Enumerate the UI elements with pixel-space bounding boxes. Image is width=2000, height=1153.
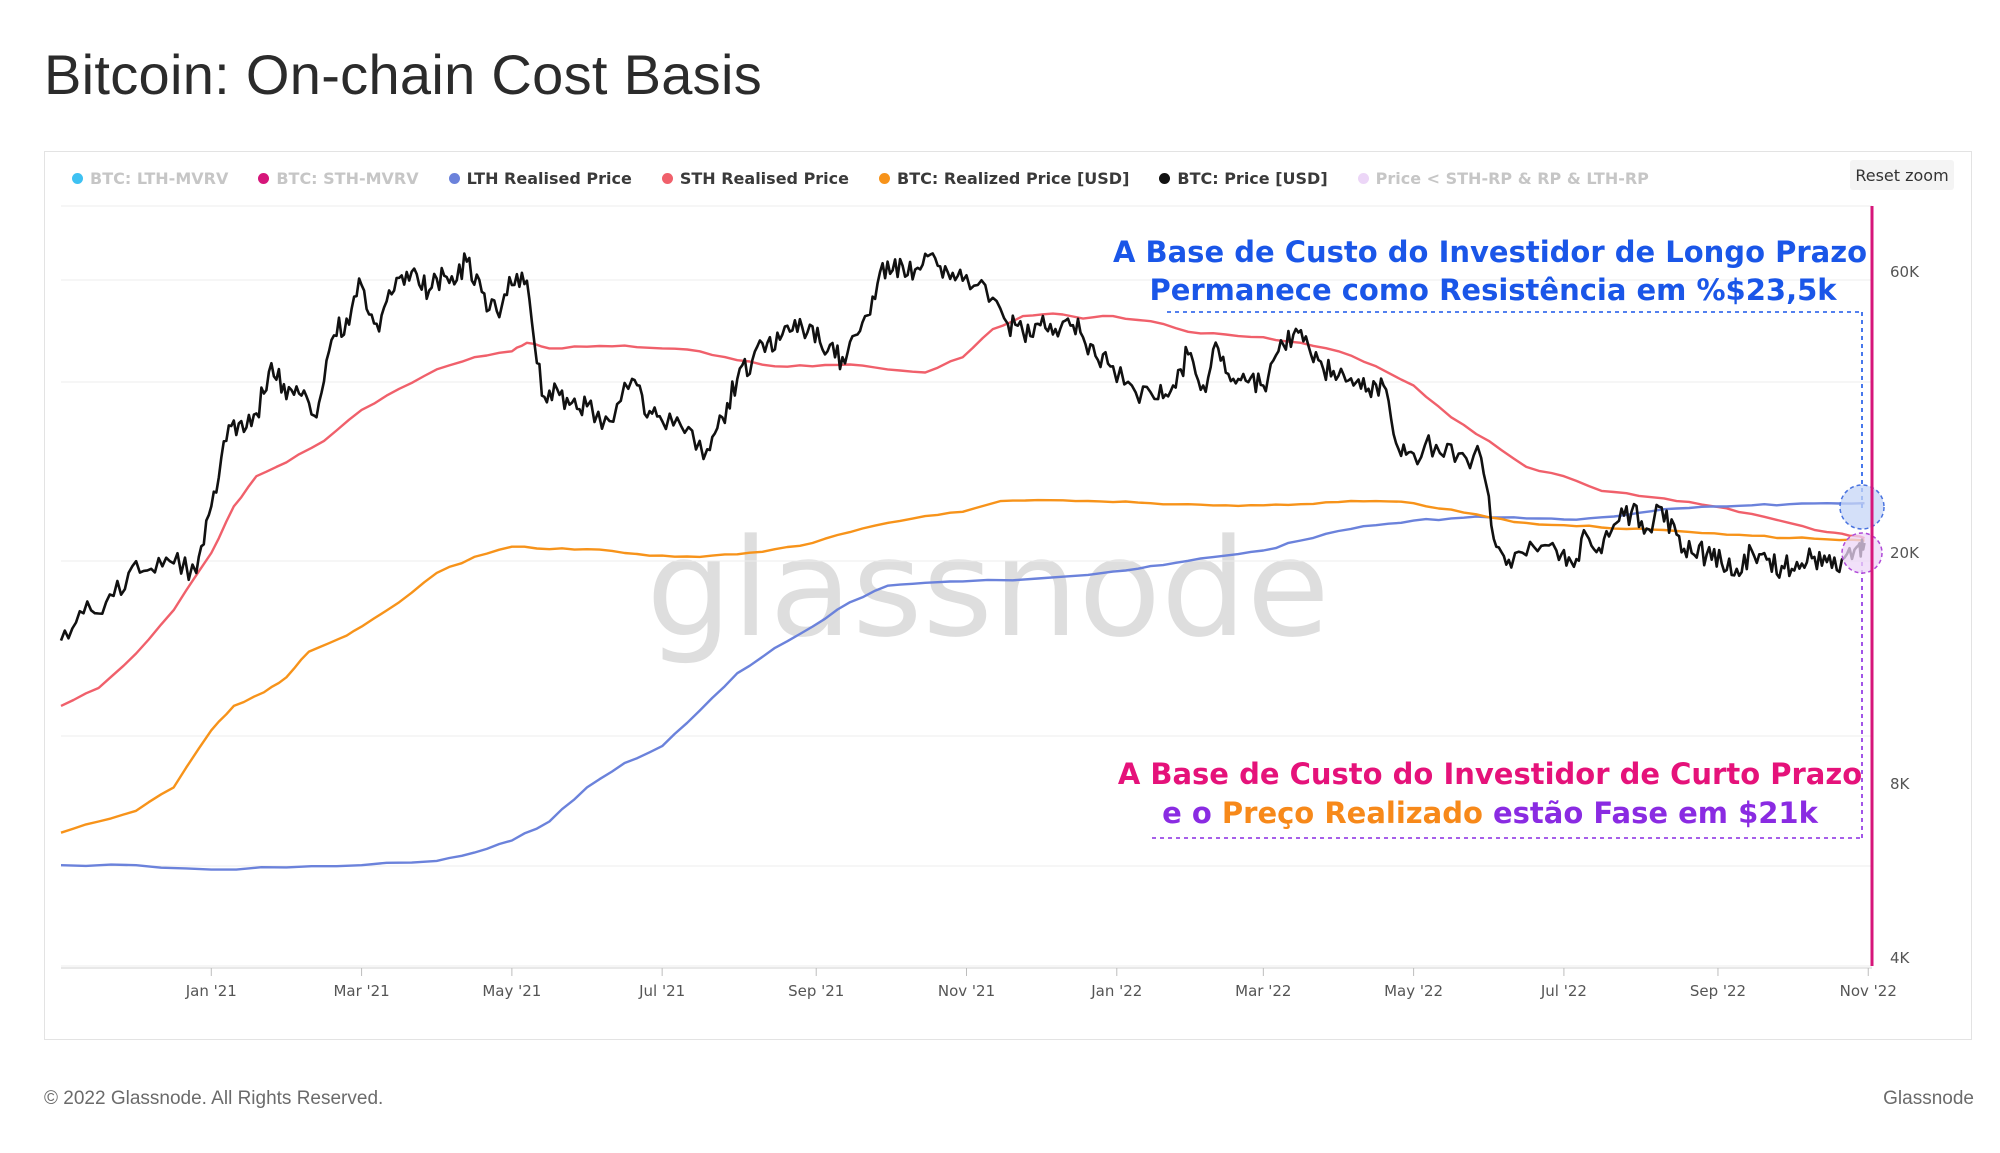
legend-dot-icon: [258, 173, 270, 184]
legend-item-2[interactable]: LTH Realised Price: [448, 169, 632, 188]
series-line-lth-realised-price: [60, 502, 1865, 871]
x-axis: Jan '21 Mar '21 May '21 Jul '21 Sep '21 Nov '…: [61, 967, 1897, 1000]
legend-item-5[interactable]: BTC: Price [USD]: [1159, 169, 1328, 188]
legend-label: BTC: Price [USD]: [1177, 169, 1328, 188]
x-tick-label: May '21: [482, 982, 541, 1000]
sth-annotation-line2: e o Preço Realizado estão Fase em $21k: [1162, 796, 1819, 830]
copyright-text: © 2022 Glassnode. All Rights Reserved.: [44, 1088, 384, 1109]
lth-annotation-line1: A Base de Custo do Investidor de Longo P…: [1113, 235, 1867, 269]
x-tick-label: Mar '21: [333, 982, 389, 1000]
x-tick-label: Mar '22: [1235, 982, 1291, 1000]
legend-dot-icon: [72, 173, 83, 184]
x-tick-label: Jan '21: [185, 982, 237, 1000]
chart-legend: BTC: LTH-MVRV BTC: STH-MVRV LTH Realised P…: [72, 169, 1649, 188]
series-line-btc-price-usd: [59, 252, 1866, 642]
watermark-text: glassnode: [646, 510, 1330, 667]
chart-title: Bitcoin: On-chain Cost Basis: [44, 43, 763, 106]
legend-dot-icon: [1159, 173, 1171, 184]
legend-item-4[interactable]: BTC: Realized Price [USD]: [879, 169, 1129, 188]
sth-annotation-part: e o: [1162, 796, 1222, 830]
legend-item-3[interactable]: STH Realised Price: [661, 169, 849, 188]
legend-dot-icon: [1357, 173, 1369, 184]
legend-label: BTC: LTH-MVRV: [90, 169, 229, 188]
legend-dot-icon: [879, 173, 890, 184]
legend-label: BTC: Realized Price [USD]: [897, 169, 1130, 188]
x-tick-label: Nov '22: [1840, 982, 1897, 1000]
y-tick-label: 8K: [1890, 775, 1911, 793]
x-tick-label: Sep '22: [1690, 982, 1746, 1000]
legend-dot-icon: [448, 173, 460, 184]
lth-highlight-circle: [1839, 484, 1885, 530]
x-tick-label: Jan '22: [1090, 982, 1142, 1000]
sth-annotation-part: Preço Realizado: [1222, 796, 1483, 830]
sth-highlight-circle: [1841, 532, 1883, 574]
legend-label: BTC: STH-MVRV: [276, 169, 419, 188]
series-line-sth-realised-price: [60, 312, 1865, 707]
legend-label: LTH Realised Price: [466, 169, 632, 188]
sth-annotation-part: estão Fase em $21k: [1483, 796, 1819, 830]
y-axis: 60K 20K 8K 4K: [1890, 263, 1920, 967]
legend-item-1[interactable]: BTC: STH-MVRV: [258, 169, 419, 188]
legend-label: Price < STH-RP & RP & LTH-RP: [1375, 169, 1649, 188]
legend-item-0[interactable]: BTC: LTH-MVRV: [72, 169, 228, 188]
brand-text: Glassnode: [1883, 1088, 1974, 1109]
y-tick-label: 60K: [1890, 263, 1920, 281]
x-tick-label: May '22: [1384, 982, 1443, 1000]
reset-zoom-button[interactable]: Reset zoom: [1850, 160, 1954, 190]
x-tick-label: Sep '21: [788, 982, 844, 1000]
y-tick-label: 4K: [1890, 949, 1911, 967]
x-tick-label: Jul '22: [1540, 982, 1587, 1000]
legend-label: STH Realised Price: [679, 169, 849, 188]
legend-item-6[interactable]: Price < STH-RP & RP & LTH-RP: [1357, 169, 1649, 188]
x-tick-label: Jul '21: [638, 982, 685, 1000]
lth-annotation-line2: Permanece como Resistência em %$23,5k: [1149, 273, 1837, 307]
y-tick-label: 20K: [1890, 544, 1920, 562]
chart-panel: [44, 151, 1972, 1040]
x-tick-label: Nov '21: [938, 982, 995, 1000]
sth-annotation-line1: A Base de Custo do Investidor de Curto P…: [1118, 757, 1862, 791]
legend-dot-icon: [661, 173, 673, 184]
series-group: [59, 252, 1866, 871]
series-line-btc-realized-price-usd: [60, 498, 1865, 834]
